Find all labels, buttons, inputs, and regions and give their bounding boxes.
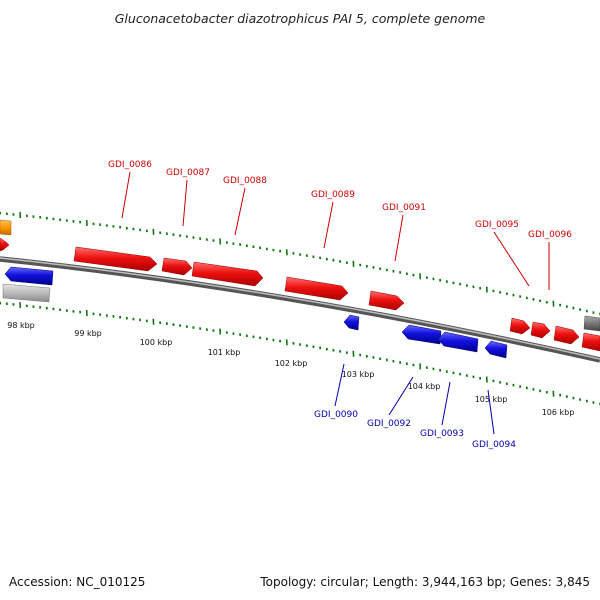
kbp-label: 101 kbp — [208, 348, 241, 357]
gene-label[interactable]: GDI_0091 — [382, 203, 426, 213]
kbp-label: 98 kbp — [7, 321, 35, 330]
gene-arrow[interactable] — [581, 332, 600, 352]
dark-gray-feature[interactable] — [583, 315, 600, 332]
gene-arrow[interactable] — [73, 246, 158, 272]
kbp-scale: 98 kbp 99 kbp 100 kbp 101 kbp 102 kbp 10… — [7, 321, 574, 417]
gene-label[interactable]: GDI_0086 — [108, 160, 152, 170]
gray-feature[interactable] — [2, 283, 51, 303]
gene-arrow[interactable] — [530, 321, 551, 339]
accession-label: Accession: NC_010125 — [9, 575, 145, 589]
gene-arrow[interactable] — [191, 261, 264, 287]
gene-label[interactable]: GDI_0092 — [367, 419, 411, 429]
gene-arrow[interactable] — [437, 331, 479, 353]
kbp-label: 102 kbp — [275, 359, 308, 368]
gene-arrow[interactable] — [284, 276, 349, 301]
gene-arrow[interactable] — [4, 266, 54, 286]
gene-arrow[interactable] — [0, 237, 10, 252]
gene-label[interactable]: GDI_0090 — [314, 410, 358, 420]
kbp-label: 100 kbp — [140, 338, 173, 347]
map-title: Gluconacetobacter diazotrophicus PAI 5, … — [115, 11, 486, 26]
forward-tick-track — [0, 211, 600, 316]
gene-arrow[interactable] — [161, 257, 193, 276]
gene-label[interactable]: GDI_0093 — [420, 429, 464, 439]
gene-arrow[interactable] — [368, 290, 405, 311]
kbp-label: 105 kbp — [475, 395, 508, 404]
reverse-tick-track — [0, 301, 600, 406]
reverse-genes — [4, 266, 508, 359]
orange-feature[interactable] — [0, 219, 12, 236]
kbp-label: 104 kbp — [408, 382, 441, 391]
gene-arrow[interactable] — [343, 314, 360, 331]
genome-backbone — [0, 256, 600, 363]
reverse-gene-labels: GDI_0090 GDI_0092 GDI_0093 GDI_0094 — [314, 363, 516, 450]
gene-label[interactable]: GDI_0087 — [166, 168, 210, 178]
kbp-label: 106 kbp — [542, 408, 575, 417]
gene-label[interactable]: GDI_0096 — [528, 230, 572, 240]
other-features — [0, 219, 600, 332]
gene-label[interactable]: GDI_0095 — [475, 220, 519, 230]
forward-genes — [0, 237, 600, 352]
kbp-label: 99 kbp — [74, 329, 102, 338]
genome-summary: Topology: circular; Length: 3,944,163 bp… — [259, 575, 590, 589]
gene-label[interactable]: GDI_0094 — [472, 440, 516, 450]
gene-arrow[interactable] — [484, 340, 508, 359]
gene-label[interactable]: GDI_0088 — [223, 176, 267, 186]
forward-gene-labels: GDI_0086 GDI_0087 GDI_0088 GDI_0089 GDI_… — [108, 160, 572, 290]
kbp-label: 103 kbp — [342, 370, 375, 379]
gene-arrow[interactable] — [509, 317, 531, 335]
gene-label[interactable]: GDI_0089 — [311, 190, 355, 200]
gene-arrow[interactable] — [553, 325, 580, 345]
